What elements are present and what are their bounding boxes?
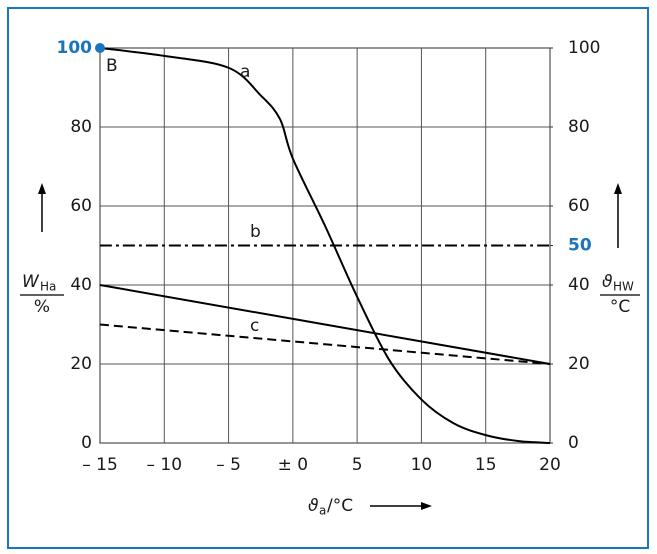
y2-tick-label: 0 xyxy=(568,433,579,453)
x-tick-label: 5 xyxy=(352,455,363,475)
series-line xyxy=(99,284,551,365)
x-tick-label: – 5 xyxy=(216,455,241,475)
y2-tick-label: 60 xyxy=(568,196,590,216)
y-tick-label: 40 xyxy=(70,275,92,295)
series-label: c xyxy=(250,316,259,336)
y-label-subscript: Ha xyxy=(40,280,56,294)
y-label-unit: % xyxy=(34,297,50,317)
x-tick-label: – 10 xyxy=(147,455,183,475)
y2-label-subscript: HW xyxy=(613,280,634,294)
x-tick-label: – 15 xyxy=(82,455,118,475)
series-label: a xyxy=(240,62,250,82)
y-tick-label: 100 xyxy=(57,38,93,58)
point-label: B xyxy=(106,56,118,76)
y2-tick-label: 20 xyxy=(568,354,590,374)
y2-arrow-head xyxy=(614,183,622,194)
y2-tick-label: 100 xyxy=(568,38,600,58)
y2-tick-label: 50 xyxy=(568,236,592,256)
y-tick-label: 80 xyxy=(70,117,92,137)
series-line xyxy=(99,47,551,444)
x-label-subscript: a xyxy=(319,504,326,518)
x-tick-label: 15 xyxy=(475,455,497,475)
x-tick-label: 10 xyxy=(411,455,433,475)
y2-tick-label: 40 xyxy=(568,275,590,295)
y-tick-label: 60 xyxy=(70,196,92,216)
y-arrow-head xyxy=(38,183,46,194)
y-tick-label: 0 xyxy=(81,433,92,453)
y2-label-unit: °C xyxy=(610,297,630,317)
y-label-symbol: W xyxy=(22,272,40,292)
x-tick-label: 20 xyxy=(539,455,561,475)
x-label-unit: /°C xyxy=(327,496,353,516)
x-label-symbol: ϑ xyxy=(308,496,319,516)
series-line xyxy=(99,323,551,365)
series-label: b xyxy=(250,222,261,242)
x-tick-label: ± 0 xyxy=(278,455,308,475)
frame xyxy=(7,7,649,549)
x-arrow-head xyxy=(421,502,432,510)
y2-tick-label: 80 xyxy=(568,117,590,137)
y2-label-symbol: ϑ xyxy=(602,272,613,292)
y-tick-label: 20 xyxy=(70,354,92,374)
point-marker xyxy=(95,43,105,53)
